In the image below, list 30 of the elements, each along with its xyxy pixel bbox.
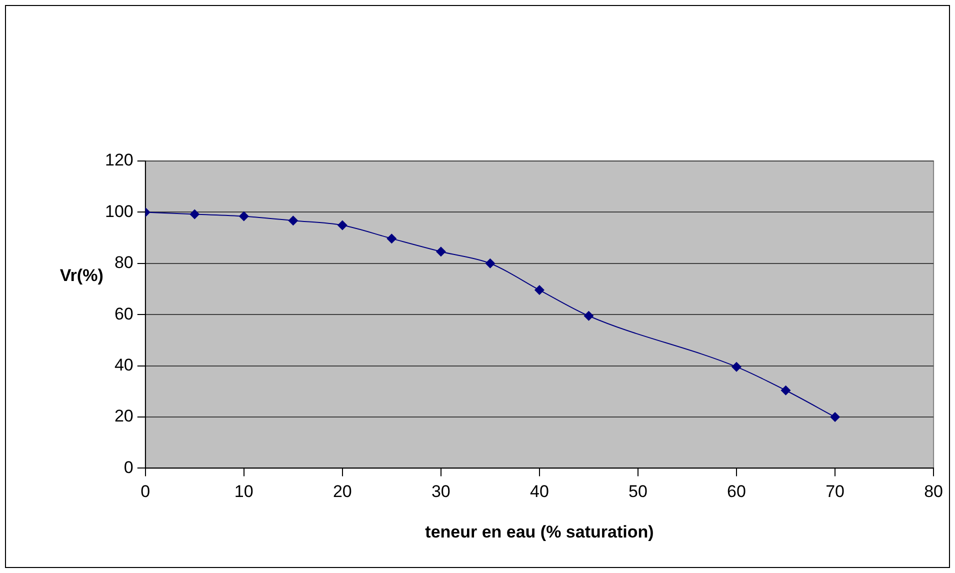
point	[288, 216, 298, 226]
x-tick-label: 80	[924, 482, 944, 502]
point	[386, 234, 397, 244]
point	[534, 285, 544, 296]
point	[584, 310, 594, 321]
y-tick-label: 60	[114, 304, 134, 324]
y-tick-label: 80	[114, 253, 134, 272]
point	[485, 258, 496, 268]
y-tick-label: 20	[114, 406, 134, 426]
x-tick-label: 0	[140, 482, 150, 502]
x-tick-label: 10	[234, 482, 254, 502]
x-tick-label: 50	[628, 482, 648, 502]
point	[238, 211, 249, 222]
y-axis-title: Vr(%)	[60, 266, 104, 285]
point	[190, 209, 200, 220]
point	[732, 362, 742, 372]
y-tick-label: 0	[124, 458, 134, 477]
x-tick-label: 60	[727, 482, 746, 502]
point	[436, 246, 446, 257]
point	[830, 412, 840, 422]
y-tick-label: 100	[104, 202, 134, 221]
x-axis-title: teneur en eau (% saturation)	[425, 522, 654, 542]
point	[780, 385, 791, 396]
y-tick-label: 120	[104, 150, 134, 170]
x-tick-label: 70	[826, 482, 844, 502]
y-tick-label: 40	[114, 355, 134, 374]
x-tick-label: 20	[332, 482, 352, 502]
x-tick-label: 40	[530, 482, 549, 502]
x-tick-label: 30	[431, 482, 450, 502]
point	[337, 220, 348, 230]
